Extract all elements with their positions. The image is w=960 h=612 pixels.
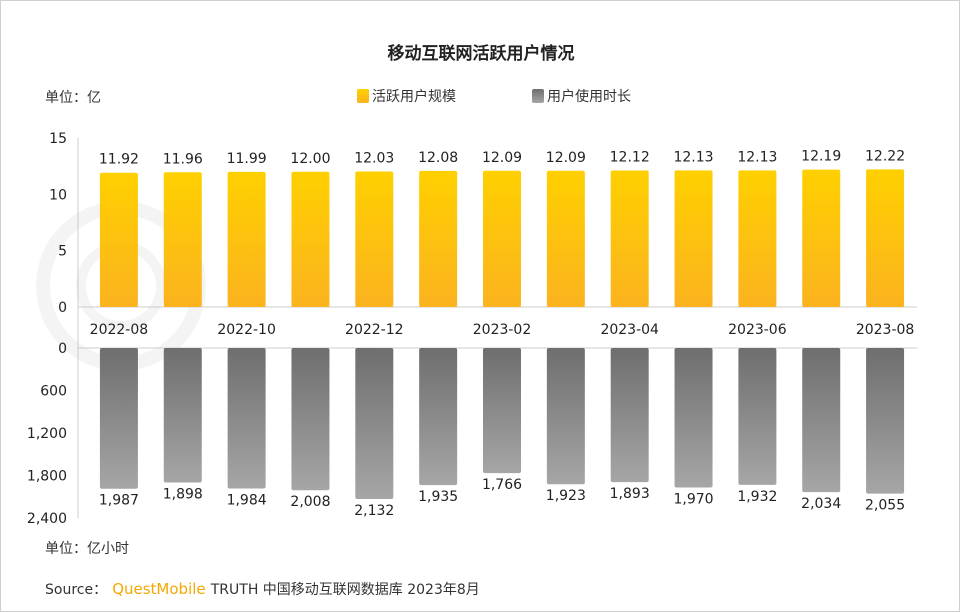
legend-swatch-users <box>357 89 369 103</box>
users-data-label: 12.00 <box>290 151 330 167</box>
time-y-tick-label: 600 <box>40 384 67 400</box>
time-bar <box>419 348 458 486</box>
time-data-label: 1,935 <box>418 489 458 505</box>
legend-item-users: 活跃用户规模 <box>357 88 456 105</box>
time-y-tick-label: 1,800 <box>27 469 67 485</box>
time-data-label: 1,932 <box>737 489 777 505</box>
users-data-label: 12.09 <box>546 150 586 166</box>
users-bar <box>355 171 394 307</box>
time-data-label: 2,132 <box>354 503 394 519</box>
users-data-label: 12.12 <box>610 149 650 165</box>
users-y-tick-label: 10 <box>49 187 67 203</box>
time-bar <box>163 348 202 483</box>
users-bar <box>99 172 138 307</box>
x-tick-label: 2023-06 <box>728 322 787 338</box>
users-bar <box>291 171 330 307</box>
legend-swatch-time <box>532 89 544 103</box>
bottom-y-axis-ticks: 0 600 1,200 1,800 2,400 <box>27 341 67 527</box>
legend-item-time: 用户使用时长 <box>532 88 631 105</box>
users-data-label: 12.13 <box>737 149 777 165</box>
time-bar <box>99 348 138 489</box>
users-data-label: 11.92 <box>99 152 139 168</box>
top-y-axis-ticks: 0 5 10 15 <box>49 131 67 316</box>
time-bar <box>355 348 394 500</box>
time-bar <box>546 348 585 485</box>
top-unit-label: 单位：亿 <box>45 90 101 106</box>
time-data-label: 2,008 <box>290 494 330 510</box>
legend-label-time: 用户使用时长 <box>547 88 631 105</box>
users-data-label: 12.03 <box>354 150 394 166</box>
time-bar <box>674 348 713 488</box>
source-prefix: Source： <box>45 582 107 598</box>
users-bar <box>610 170 649 307</box>
users-bar <box>419 170 458 307</box>
time-bar <box>227 348 266 489</box>
users-data-labels: 11.92 11.96 11.99 12.00 12.03 12.08 12.09 12.09… <box>99 148 905 167</box>
time-bar <box>291 348 330 491</box>
time-data-label: 1,970 <box>673 492 713 508</box>
time-data-label: 1,766 <box>482 477 522 493</box>
chart-title: 移动互联网活跃用户情况 <box>388 43 575 64</box>
users-bar <box>802 169 841 307</box>
legend-label-users: 活跃用户规模 <box>372 88 456 105</box>
x-tick-label: 2022-08 <box>90 322 149 338</box>
users-data-label: 12.22 <box>865 148 905 164</box>
time-bars <box>99 348 905 500</box>
x-tick-label: 2023-04 <box>600 322 659 338</box>
users-bar <box>227 171 266 307</box>
time-data-label: 1,893 <box>610 486 650 502</box>
users-data-label: 11.96 <box>163 151 203 167</box>
legend: 活跃用户规模 用户使用时长 <box>357 88 631 105</box>
users-bar <box>738 170 777 307</box>
users-y-tick-label: 0 <box>58 300 67 316</box>
users-bar <box>483 170 521 307</box>
time-data-label: 1,898 <box>163 486 203 502</box>
users-data-label: 12.08 <box>418 150 458 166</box>
time-y-tick-label: 1,200 <box>27 426 67 442</box>
users-bars <box>99 169 905 307</box>
users-data-label: 12.09 <box>482 150 522 166</box>
time-y-tick-label: 0 <box>58 341 67 357</box>
source-line: Source： QuestMobile TRUTH 中国移动互联网数据库 202… <box>45 579 480 598</box>
users-y-tick-label: 15 <box>49 131 67 147</box>
time-bar <box>802 348 841 493</box>
users-data-label: 11.99 <box>227 151 267 167</box>
users-y-tick-label: 5 <box>58 244 67 260</box>
x-tick-label: 2022-10 <box>217 322 276 338</box>
users-bar <box>866 169 905 307</box>
users-data-label: 12.19 <box>801 149 841 165</box>
time-data-label: 2,034 <box>801 496 841 512</box>
time-y-tick-label: 2,400 <box>27 511 67 527</box>
time-bar <box>610 348 649 483</box>
time-data-label: 1,984 <box>227 493 267 509</box>
time-data-label: 2,055 <box>865 498 905 514</box>
users-bar <box>163 172 202 307</box>
source-suffix: TRUTH 中国移动互联网数据库 2023年8月 <box>210 582 480 598</box>
time-bar <box>866 348 905 494</box>
users-data-label: 12.13 <box>673 149 713 165</box>
time-data-labels: 1,987 1,898 1,984 2,008 2,132 1,935 1,766 1,923… <box>99 477 905 519</box>
users-bar <box>674 170 713 307</box>
x-tick-label: 2023-02 <box>473 322 532 338</box>
time-data-label: 1,923 <box>546 488 586 504</box>
source-brand: QuestMobile <box>112 580 205 598</box>
time-bar <box>483 348 521 474</box>
bottom-unit-label: 单位：亿小时 <box>45 541 129 557</box>
x-axis-ticks: 2022-08 2022-10 2022-12 2023-02 2023-04 2023-… <box>90 322 915 338</box>
users-bar <box>546 170 585 307</box>
time-bar <box>738 348 777 485</box>
x-tick-label: 2022-12 <box>345 322 404 338</box>
time-data-label: 1,987 <box>99 493 139 509</box>
x-tick-label: 2023-08 <box>856 322 915 338</box>
